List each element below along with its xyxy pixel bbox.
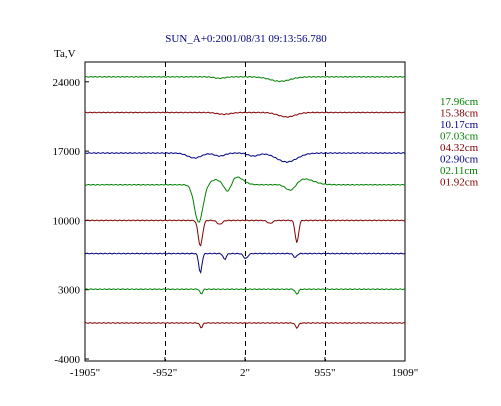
series-line-02.90cm: [84, 252, 406, 275]
x-tick-label: -952": [153, 367, 178, 379]
legend: 17.96cm15.38cm10.17cm07.03cm04.32cm02.90…: [440, 96, 479, 189]
x-tick-label: -1905": [70, 367, 100, 379]
y-tick-label: 17000: [53, 146, 81, 158]
y-tick-label: 10000: [53, 215, 81, 227]
series-line-02.11cm: [84, 288, 406, 295]
legend-item: 02.11cm: [440, 165, 478, 177]
y-tick-label: 3000: [58, 285, 81, 297]
x-tick-label: 1909": [392, 367, 419, 379]
legend-item: 10.17cm: [440, 119, 479, 131]
series-line-17.96cm: [84, 75, 406, 83]
chart-title: SUN_A+0:2001/08/31 09:13:56.780: [165, 33, 327, 45]
legend-item: 02.90cm: [440, 154, 479, 166]
legend-item: 04.32cm: [440, 142, 479, 154]
legend-item: 15.38cm: [440, 108, 479, 120]
legend-item: 17.96cm: [440, 96, 479, 108]
plot-area: -1905" -952" 2" 955" 1909" 24000 17000 10000 300…: [53, 61, 419, 379]
x-tick-label: 955": [314, 367, 335, 379]
y-tick-label: -4000: [54, 354, 80, 366]
y-axis-label: Ta,V: [54, 48, 76, 60]
series-line-10.17cm: [84, 152, 406, 163]
legend-item: 01.92cm: [440, 177, 479, 189]
y-tick-label: 24000: [53, 77, 81, 89]
series-line-07.03cm: [84, 176, 406, 223]
series-line-15.38cm: [84, 111, 406, 118]
legend-item: 07.03cm: [440, 131, 479, 143]
series-line-01.92cm: [85, 322, 406, 330]
series-line-04.32cm: [84, 219, 406, 247]
x-tick-label: 2": [240, 367, 250, 379]
